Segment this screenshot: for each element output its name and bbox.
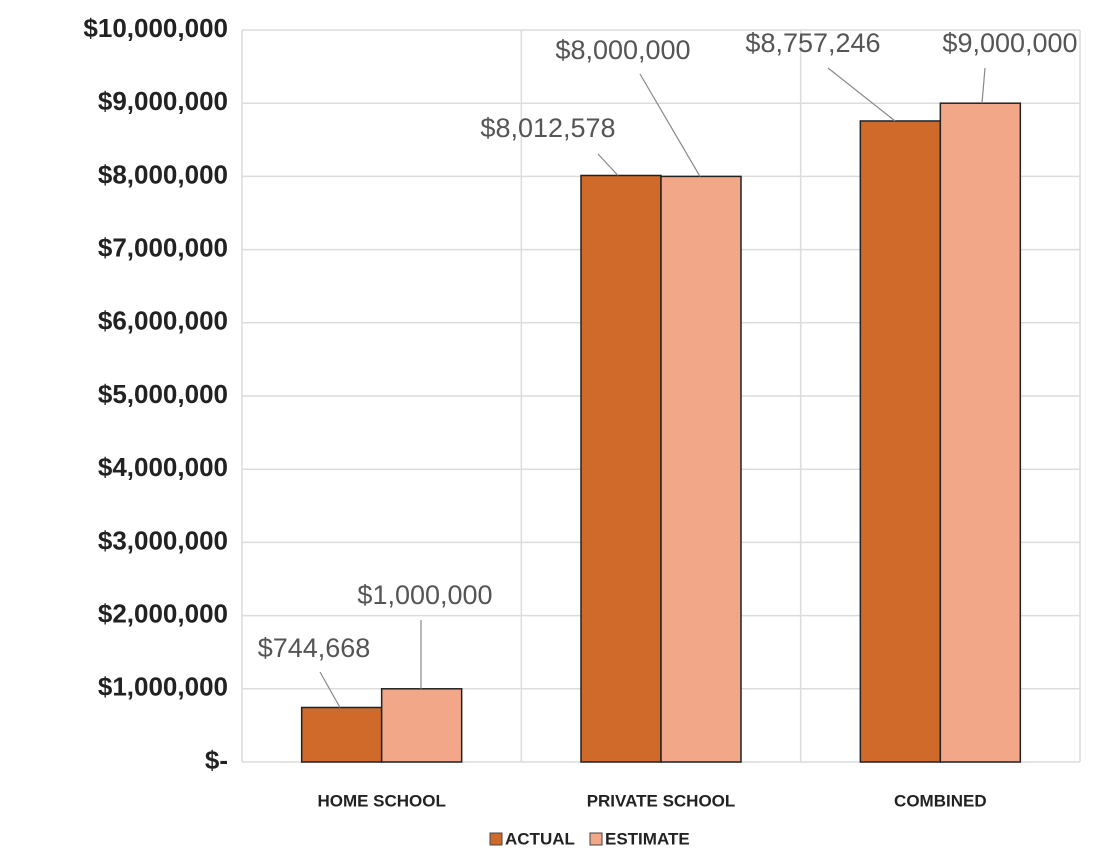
y-tick-label: $- [205, 745, 228, 775]
data-label: $9,000,000 [942, 28, 1077, 58]
y-tick-label: $7,000,000 [98, 232, 228, 262]
y-tick-label: $10,000,000 [83, 13, 228, 43]
legend-label: ACTUAL [505, 829, 575, 848]
x-tick-label: HOME SCHOOL [317, 791, 445, 810]
leader-line [827, 67, 896, 122]
data-label: $1,000,000 [357, 580, 492, 610]
y-tick-label: $3,000,000 [98, 525, 228, 555]
y-tick-label: $6,000,000 [98, 306, 228, 336]
bar [580, 174, 662, 763]
bar [380, 688, 463, 763]
data-label: $8,000,000 [555, 35, 690, 65]
legend-label: ESTIMATE [605, 829, 690, 848]
y-tick-label: $8,000,000 [98, 159, 228, 189]
y-tick-label: $1,000,000 [98, 672, 228, 702]
leader-line [319, 671, 341, 708]
x-tick-label: COMBINED [894, 791, 987, 810]
leader-line [597, 153, 619, 176]
legend-swatch [489, 832, 503, 846]
x-tick-label: PRIVATE SCHOOL [587, 791, 736, 810]
bar [660, 175, 742, 763]
y-tick-label: $4,000,000 [98, 452, 228, 482]
y-tick-label: $5,000,000 [98, 379, 228, 409]
data-label: $8,757,246 [745, 28, 880, 58]
leader-line [639, 73, 701, 177]
y-tick-label: $9,000,000 [98, 86, 228, 116]
data-label: $8,012,578 [480, 113, 615, 143]
leader-line [981, 67, 986, 104]
data-label: $744,668 [258, 633, 371, 663]
y-tick-label: $2,000,000 [98, 598, 228, 628]
bar [939, 102, 1022, 763]
legend-swatch [589, 832, 603, 846]
bar [300, 706, 383, 763]
bar [859, 120, 942, 763]
